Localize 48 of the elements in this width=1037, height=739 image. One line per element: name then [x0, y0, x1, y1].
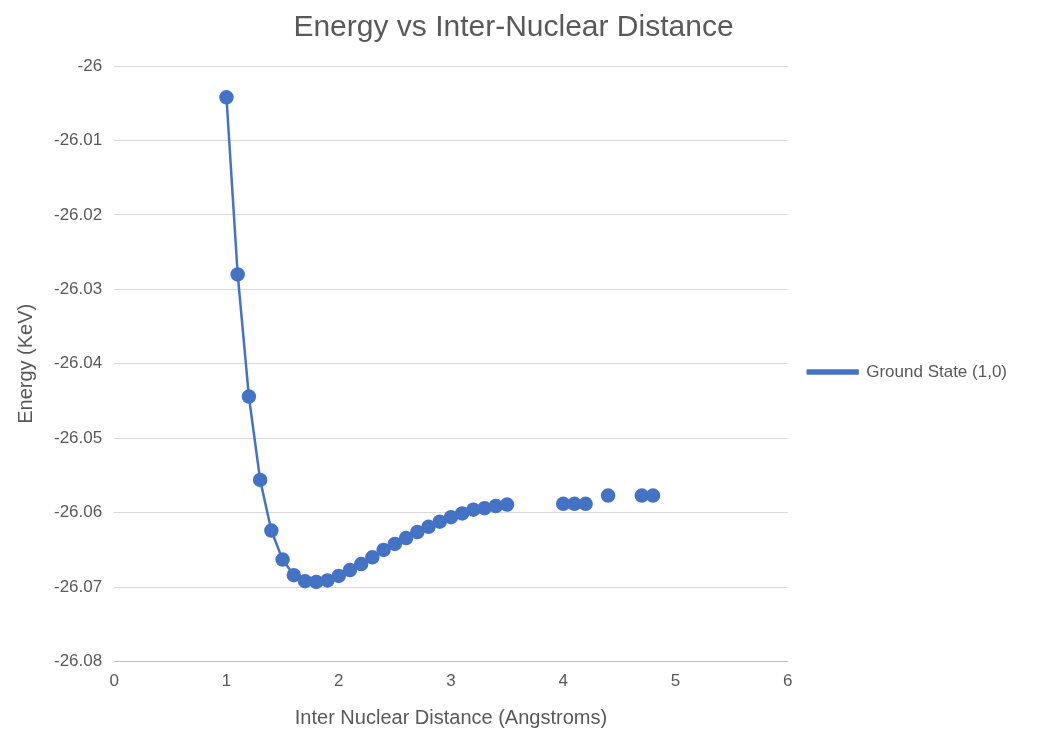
point — [432, 514, 447, 529]
point — [264, 523, 279, 538]
y-tick-label: -26.02 — [54, 204, 103, 224]
x-tick-label: 4 — [558, 671, 568, 691]
x-tick-label: 0 — [109, 671, 119, 691]
x-axis-title: Inter Nuclear Distance (Angstroms) — [294, 705, 608, 728]
y-tick-label: -26.04 — [54, 353, 103, 373]
chart-title: Energy vs Inter-Nuclear Distance — [293, 9, 734, 43]
point — [555, 496, 571, 512]
point — [454, 506, 470, 521]
point — [252, 472, 268, 488]
x-tick-label: 1 — [221, 671, 232, 691]
point — [466, 502, 481, 517]
y-tick-label: -26 — [77, 55, 103, 75]
point — [275, 552, 290, 567]
x-tick-label: 3 — [446, 671, 456, 691]
x-tick-label: 5 — [670, 671, 681, 691]
y-tick-label: -26.05 — [54, 427, 103, 447]
y-tick-label: -26.06 — [54, 502, 103, 522]
point — [387, 536, 403, 552]
point — [645, 488, 661, 503]
x-tick-label: 2 — [333, 671, 344, 691]
point — [342, 562, 358, 578]
point — [309, 574, 324, 590]
y-tick-label: -26.07 — [54, 576, 103, 596]
point — [331, 568, 346, 584]
point — [578, 496, 593, 512]
point — [219, 90, 234, 105]
point — [567, 496, 582, 512]
point — [421, 519, 436, 535]
legend-label: Ground State (1,0) — [866, 361, 1008, 381]
point — [241, 389, 257, 404]
point — [353, 556, 369, 572]
point — [286, 567, 302, 583]
y-tick-label: -26.01 — [54, 130, 103, 150]
y-tick-label: -26.03 — [54, 279, 103, 299]
point — [376, 542, 391, 558]
point — [410, 524, 425, 540]
point — [365, 550, 380, 565]
y-tick-label: -26.08 — [54, 651, 103, 671]
point — [499, 497, 515, 512]
point — [230, 267, 245, 282]
point — [600, 488, 616, 503]
point — [443, 509, 459, 525]
point — [398, 530, 414, 546]
y-axis-title: Energy (KeV) — [13, 303, 36, 424]
x-tick-label: 6 — [782, 671, 793, 691]
point — [320, 573, 335, 588]
